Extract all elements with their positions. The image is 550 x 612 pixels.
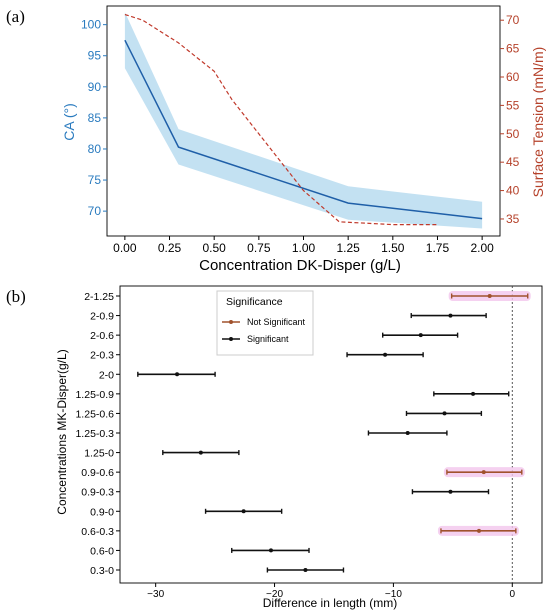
surface-tension-tick-label: 70 [506, 13, 520, 27]
panel-b-axes: −30 −20 −10 0 2-1.25 2-0.9 2-0.6 2-0.3 2-0 1.25-0… [75, 285, 543, 600]
x-tick-label: 0.50 [203, 241, 227, 255]
comparison-label: 0.6-0 [90, 545, 114, 557]
comparison-label: 1.25-0.9 [75, 389, 114, 401]
x-tick-label: 1.25 [336, 241, 360, 255]
x-tick-label: 0.00 [113, 241, 137, 255]
ca-tick-label: 100 [81, 18, 101, 32]
legend-not-significant-label: Not Significant [247, 317, 306, 327]
ca-tick-label: 85 [88, 111, 102, 125]
comparison-label: 1.25-0.3 [75, 428, 114, 440]
legend-title: Significance [226, 296, 283, 308]
comparison-label: 1.25-0 [84, 448, 114, 460]
x-tick-label: 2.00 [470, 241, 494, 255]
panel-a-x-axis-label: Concentration DK-Disper (g/L) [199, 257, 401, 274]
surface-tension-tick-label: 40 [506, 184, 520, 198]
x-tick-label: −10 [385, 589, 402, 600]
panel-b-frame [119, 285, 543, 584]
mean-point [448, 313, 453, 318]
x-tick-label: 0 [510, 589, 516, 600]
x-tick-label: −20 [266, 589, 283, 600]
mean-point [175, 372, 180, 377]
comparison-label: 0.3-0 [90, 565, 114, 577]
mean-point [442, 411, 447, 416]
surface-tension-axis-label: Surface Tension (mN/m) [530, 47, 546, 198]
panel-b-x-axis-label: Difference in length (mm) [263, 596, 398, 610]
ca-tick-label: 95 [88, 49, 102, 63]
panel-a-label: (a) [6, 7, 25, 26]
mean-point [448, 489, 453, 494]
x-tick-label: 1.50 [381, 241, 405, 255]
mean-point [383, 352, 388, 357]
surface-tension-tick-label: 65 [506, 42, 520, 56]
panel-b-label: (b) [6, 287, 26, 306]
mean-point [405, 431, 410, 435]
surface-tension-tick-label: 35 [506, 212, 520, 226]
mean-point [241, 509, 246, 514]
comparison-label: 0.9-0.3 [81, 487, 114, 499]
ca-confidence-band [124, 12, 483, 229]
x-tick-label: 0.25 [158, 241, 182, 255]
ca-tick-label: 80 [88, 142, 102, 156]
panel-b-error-bars [137, 291, 531, 573]
surface-tension-tick-label: 45 [506, 155, 520, 169]
legend-not-significant-dot [229, 320, 233, 324]
ca-tick-label: 75 [88, 173, 102, 187]
panel-b: (b) −30 −20 −10 0 2-1.25 2-0.9 2-0.6 2-0.3 2-0 1.… [6, 285, 543, 610]
panel-a: (a) 0.00 0.25 0.50 0.75 1.00 1.25 1.50 1.75 2.00… [6, 5, 546, 274]
panel-a-axes: 0.00 0.25 0.50 0.75 1.00 1.25 1.50 1.75 2.00 70 75… [81, 5, 520, 255]
comparison-label: 2-1.25 [84, 291, 114, 303]
mean-point [481, 470, 486, 475]
x-tick-label: 1.75 [426, 241, 450, 255]
surface-tension-tick-label: 60 [506, 70, 520, 84]
x-tick-label: 1.00 [292, 241, 316, 255]
mean-point [487, 294, 492, 298]
comparison-label: 2-0 [99, 369, 114, 381]
mean-point [418, 333, 423, 338]
ca-band-area [124, 12, 483, 229]
comparison-label: 0.6-0.3 [81, 526, 114, 538]
legend-box [216, 290, 314, 356]
mean-point [476, 528, 481, 533]
x-tick-label: 0.75 [247, 241, 271, 255]
surface-tension-line [124, 13, 438, 226]
comparison-label: 1.25-0.6 [75, 408, 114, 420]
comparison-label: 0.9-0 [90, 506, 114, 518]
mean-point [198, 450, 203, 455]
panel-b-y-axis-label: Concentrations MK-Disper(g/L) [55, 349, 69, 514]
mean-point [268, 548, 273, 553]
legend-significant-dot [229, 337, 233, 341]
ca-axis-label: CA (°) [61, 103, 77, 141]
comparison-label: 2-0.9 [90, 311, 114, 323]
significance-legend: Significance Not Significant Significant [216, 290, 314, 356]
legend-significant-label: Significant [247, 334, 289, 344]
ca-line [124, 39, 483, 220]
comparison-label: 2-0.3 [90, 350, 114, 362]
mean-point [471, 391, 476, 396]
surface-tension-tick-label: 50 [506, 127, 520, 141]
mean-point [303, 568, 308, 572]
ca-tick-label: 90 [88, 80, 102, 94]
surface-tension-tick-label: 55 [506, 98, 520, 112]
x-tick-label: −30 [147, 589, 164, 600]
panel-a-series [124, 13, 483, 226]
comparison-label: 0.9-0.6 [81, 467, 114, 479]
comparison-label: 2-0.6 [90, 330, 114, 342]
ca-tick-label: 70 [88, 204, 102, 218]
